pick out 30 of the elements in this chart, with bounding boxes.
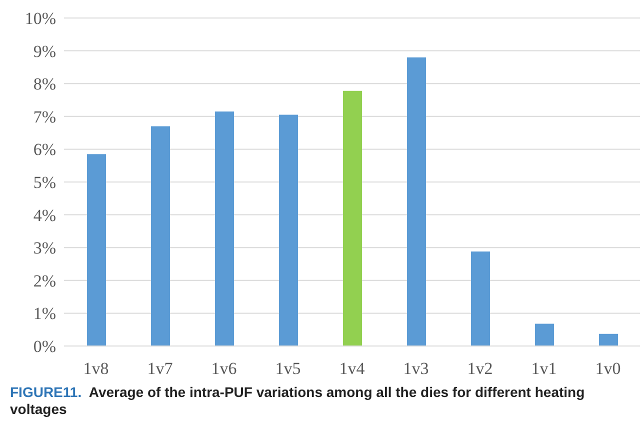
bar [599, 334, 618, 346]
x-tick-label: 1v2 [467, 359, 493, 378]
y-tick-label: 0% [33, 337, 56, 356]
x-tick-label: 1v4 [339, 359, 366, 378]
y-tick-label: 10% [24, 9, 56, 28]
bar [407, 57, 426, 346]
y-tick-label: 6% [33, 140, 56, 160]
y-tick-label: 8% [33, 74, 56, 94]
x-tick-label: 1v8 [83, 359, 109, 378]
x-tick-label: 1v7 [147, 359, 174, 378]
x-tick-label: 1v5 [275, 359, 301, 378]
y-tick-label: 4% [33, 206, 56, 225]
bar [279, 114, 298, 346]
bar [151, 126, 170, 346]
y-tick-label: 2% [33, 271, 56, 290]
bar [343, 90, 362, 346]
bar [535, 324, 554, 346]
x-tick-label: 1v0 [595, 359, 621, 378]
y-tick-label: 3% [33, 238, 56, 258]
x-tick-label: 1v1 [531, 359, 557, 378]
bar [87, 154, 106, 346]
y-tick-label: 5% [33, 173, 56, 192]
chart-title: FIGURE11. Average of the intra-PUF variations among all the dies for different heating voltages [10, 384, 585, 417]
y-tick-label: 1% [33, 304, 56, 324]
y-tick-label: 7% [33, 107, 56, 126]
bar [215, 111, 234, 346]
x-tick-label: 1v3 [403, 359, 429, 378]
bar [471, 252, 490, 346]
x-tick-label: 1v6 [211, 359, 237, 378]
y-tick-label: 9% [33, 42, 56, 61]
